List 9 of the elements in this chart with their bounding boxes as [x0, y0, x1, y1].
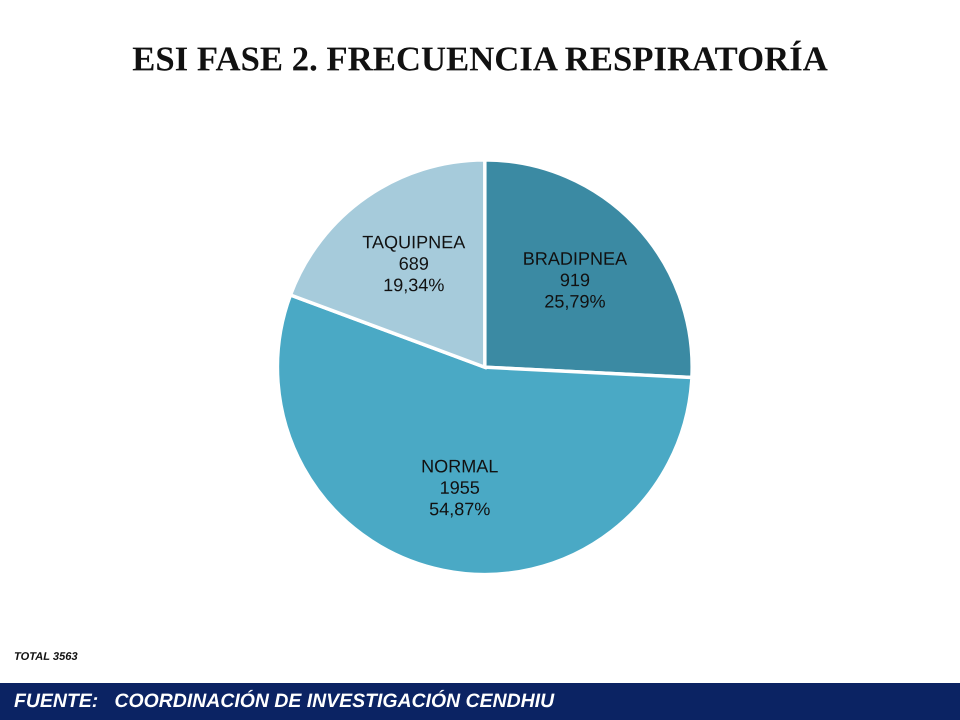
slice-label: BRADIPNEA [524, 252, 628, 265]
slice-label: NORMAL [422, 460, 498, 472]
data-label: 689 19,34% [384, 257, 444, 294]
source-note: FUENTE: COORDINACIÓN DE INVESTIGACIÓN CENDHIU [14, 690, 555, 708]
slice-label: TAQUIPNEA [362, 236, 466, 252]
chart-title: ESI FASE 2. FRECUENCIA RESPIRATORÍA [132, 40, 828, 71]
text: TOTAL 3563 [14, 652, 78, 660]
data-label: 1955 54,87% [430, 481, 490, 518]
data-label: 919 25,79% [545, 274, 605, 310]
